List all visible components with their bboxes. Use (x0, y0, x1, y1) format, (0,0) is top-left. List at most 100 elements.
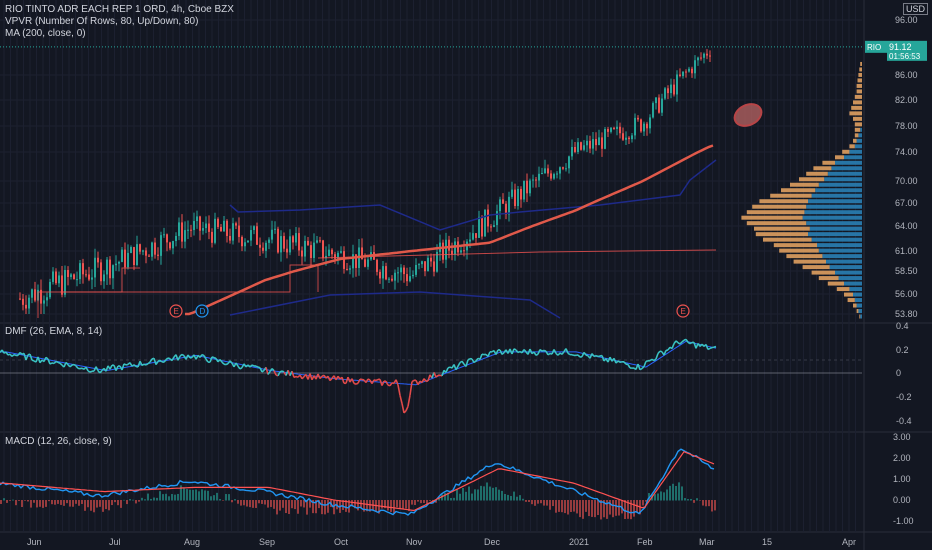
macd-histogram-bar (234, 499, 236, 501)
volume-profile-bar (853, 303, 857, 308)
dmf-line (389, 382, 393, 387)
volume-profile-bar (838, 276, 862, 281)
volume-profile-bar (822, 160, 835, 165)
volume-profile-bar (804, 210, 862, 215)
macd-histogram-bar (177, 493, 179, 501)
time-tick-label: Dec (484, 537, 501, 547)
volume-profile-bar (806, 221, 862, 226)
dmf-line (37, 356, 41, 363)
price-candle (571, 146, 573, 157)
volume-profile-bar (806, 171, 828, 176)
dmf-line (267, 371, 271, 375)
dmf-line (435, 374, 439, 378)
macd-histogram-bar (522, 498, 524, 501)
volume-profile-bar (857, 78, 862, 83)
volume-profile-bar (854, 144, 862, 149)
volume-profile-bar (806, 204, 862, 209)
time-tick-label: Feb (637, 537, 653, 547)
dmf-line (167, 357, 171, 360)
dmf-line (5, 351, 9, 356)
price-candle (106, 259, 108, 275)
price-candle (529, 180, 531, 194)
dmf-line (27, 353, 31, 356)
event-marker-e[interactable]: E (676, 304, 690, 318)
macd-histogram-bar (42, 500, 44, 508)
dmf-line (73, 363, 77, 367)
price-candle (691, 68, 693, 74)
price-candle (175, 235, 177, 242)
macd-legend[interactable]: MACD (12, 26, close, 9) (5, 436, 112, 447)
vpvr-legend[interactable]: VPVR (Number Of Rows, 80, Up/Down, 80) (5, 16, 199, 27)
price-tick-label: 53.80 (895, 309, 918, 319)
price-candle (196, 216, 198, 222)
currency-badge[interactable]: USD (902, 3, 928, 15)
dmf-line (357, 378, 361, 384)
event-marker-circle (169, 304, 183, 318)
price-candle (406, 274, 408, 282)
price-candle (55, 271, 57, 284)
macd-histogram-bar (63, 500, 65, 506)
macd-histogram-bar (504, 493, 506, 501)
dmf-line (295, 375, 299, 379)
dmf-line (495, 349, 499, 355)
dmf-line (705, 344, 709, 350)
price-candle (667, 88, 669, 94)
macd-histogram-bar (366, 500, 368, 512)
macd-histogram-bar (396, 500, 398, 508)
dmf-line (529, 348, 533, 355)
macd-histogram-bar (174, 494, 176, 501)
volume-profile-bar (763, 237, 812, 242)
dmf-line (645, 360, 649, 363)
volume-profile-bar (827, 171, 862, 176)
macd-histogram-bar (588, 500, 590, 517)
dmf-line (159, 359, 163, 363)
ticker-tag[interactable]: RIO (867, 43, 881, 52)
dmf-line (667, 346, 671, 351)
dmf-tick-label: 0 (896, 368, 901, 378)
dmf-line (381, 380, 385, 386)
macd-histogram-bar (198, 491, 200, 501)
price-candle (442, 242, 444, 260)
dmf-line (591, 353, 595, 357)
dmf-line (71, 363, 75, 366)
volume-profile-bar (829, 265, 862, 270)
dmf-legend[interactable]: DMF (26, EMA, 8, 14) (5, 326, 103, 337)
macd-histogram-bar (597, 500, 599, 516)
ma-legend[interactable]: MA (200, close, 0) (5, 28, 86, 39)
macd-histogram-bar (654, 494, 656, 501)
macd-histogram-bar (102, 500, 104, 512)
price-candle (124, 249, 126, 268)
macd-histogram-bar (105, 500, 107, 510)
dmf-line (353, 382, 357, 385)
price-candle (559, 167, 561, 174)
price-candle (130, 247, 132, 253)
dmf-line (395, 379, 399, 386)
macd-histogram-bar (591, 500, 593, 517)
macd-histogram-bar (39, 500, 41, 507)
event-marker-d[interactable]: D (195, 304, 209, 318)
price-candle (121, 249, 123, 262)
price-candle (460, 250, 462, 253)
dmf-line (1, 349, 5, 354)
price-candle (517, 188, 519, 207)
price-candle (94, 257, 96, 278)
dmf-line (181, 353, 185, 357)
dmf-line (711, 346, 715, 349)
event-marker-circle (195, 304, 209, 318)
price-candle (334, 254, 336, 259)
dmf-line (131, 364, 135, 367)
volume-profile-bar (770, 193, 812, 198)
price-candle (367, 259, 369, 267)
price-candle (172, 241, 174, 249)
macd-histogram-bar (612, 500, 614, 518)
event-marker-e[interactable]: E (169, 304, 183, 318)
price-candle (427, 257, 429, 272)
macd-histogram-bar (486, 482, 488, 501)
macd-histogram-bar (297, 500, 299, 514)
price-candle (577, 142, 579, 152)
dmf-line (321, 374, 325, 378)
price-candle (295, 233, 297, 243)
macd-histogram-bar (369, 500, 371, 512)
